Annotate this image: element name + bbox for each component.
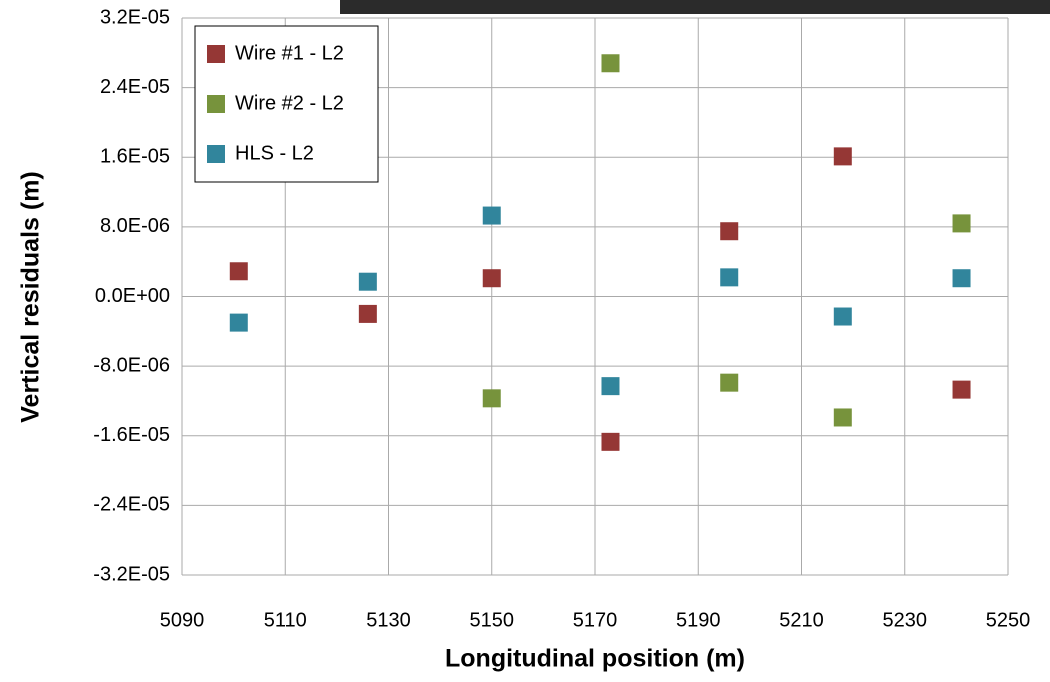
point <box>833 307 852 326</box>
y-axis-title: Vertical residuals (m) <box>17 171 45 423</box>
point <box>952 380 971 399</box>
point <box>482 206 501 225</box>
point <box>229 313 248 332</box>
point <box>601 432 620 451</box>
y-tick-label: 3.2E-05 <box>100 6 170 28</box>
legend-box <box>194 25 379 183</box>
legend-label: HLS - L2 <box>235 142 314 164</box>
legend-swatch <box>207 145 225 163</box>
point <box>358 304 377 323</box>
legend-label: Wire #2 - L2 <box>235 92 344 114</box>
point <box>833 147 852 166</box>
legend-swatch <box>207 95 225 113</box>
x-tick-label: 5150 <box>470 609 515 631</box>
photo-strip <box>340 0 1050 14</box>
point <box>833 408 852 427</box>
point <box>601 377 620 396</box>
y-tick-label: 8.0E-06 <box>100 215 170 237</box>
x-axis-title: Longitudinal position (m) <box>445 645 745 673</box>
point <box>720 222 739 241</box>
point <box>482 269 501 288</box>
x-tick-label: 5210 <box>779 609 824 631</box>
y-tick-label: 0.0E+00 <box>95 285 170 307</box>
y-tick-label: 2.4E-05 <box>100 76 170 98</box>
point <box>952 269 971 288</box>
x-tick-label: 5110 <box>264 609 307 631</box>
point <box>720 268 739 287</box>
y-tick-label: -2.4E-05 <box>93 494 170 516</box>
x-tick-label: 5090 <box>160 609 205 631</box>
y-tick-label: 1.6E-05 <box>100 146 170 168</box>
point <box>601 54 620 73</box>
x-tick-label: 5170 <box>573 609 618 631</box>
point <box>952 214 971 233</box>
point <box>482 389 501 408</box>
x-tick-label: 5230 <box>883 609 928 631</box>
point <box>720 373 739 392</box>
x-tick-label: 5190 <box>676 609 721 631</box>
y-tick-label: -3.2E-05 <box>93 563 170 585</box>
y-tick-label: -1.6E-05 <box>93 424 170 446</box>
y-tick-label: -8.0E-06 <box>93 354 170 376</box>
legend-swatch <box>207 45 225 63</box>
x-tick-label: 5250 <box>986 609 1031 631</box>
legend-label: Wire #1 - L2 <box>235 42 344 64</box>
x-tick-label: 5130 <box>366 609 411 631</box>
point <box>358 272 377 291</box>
point <box>229 262 248 281</box>
